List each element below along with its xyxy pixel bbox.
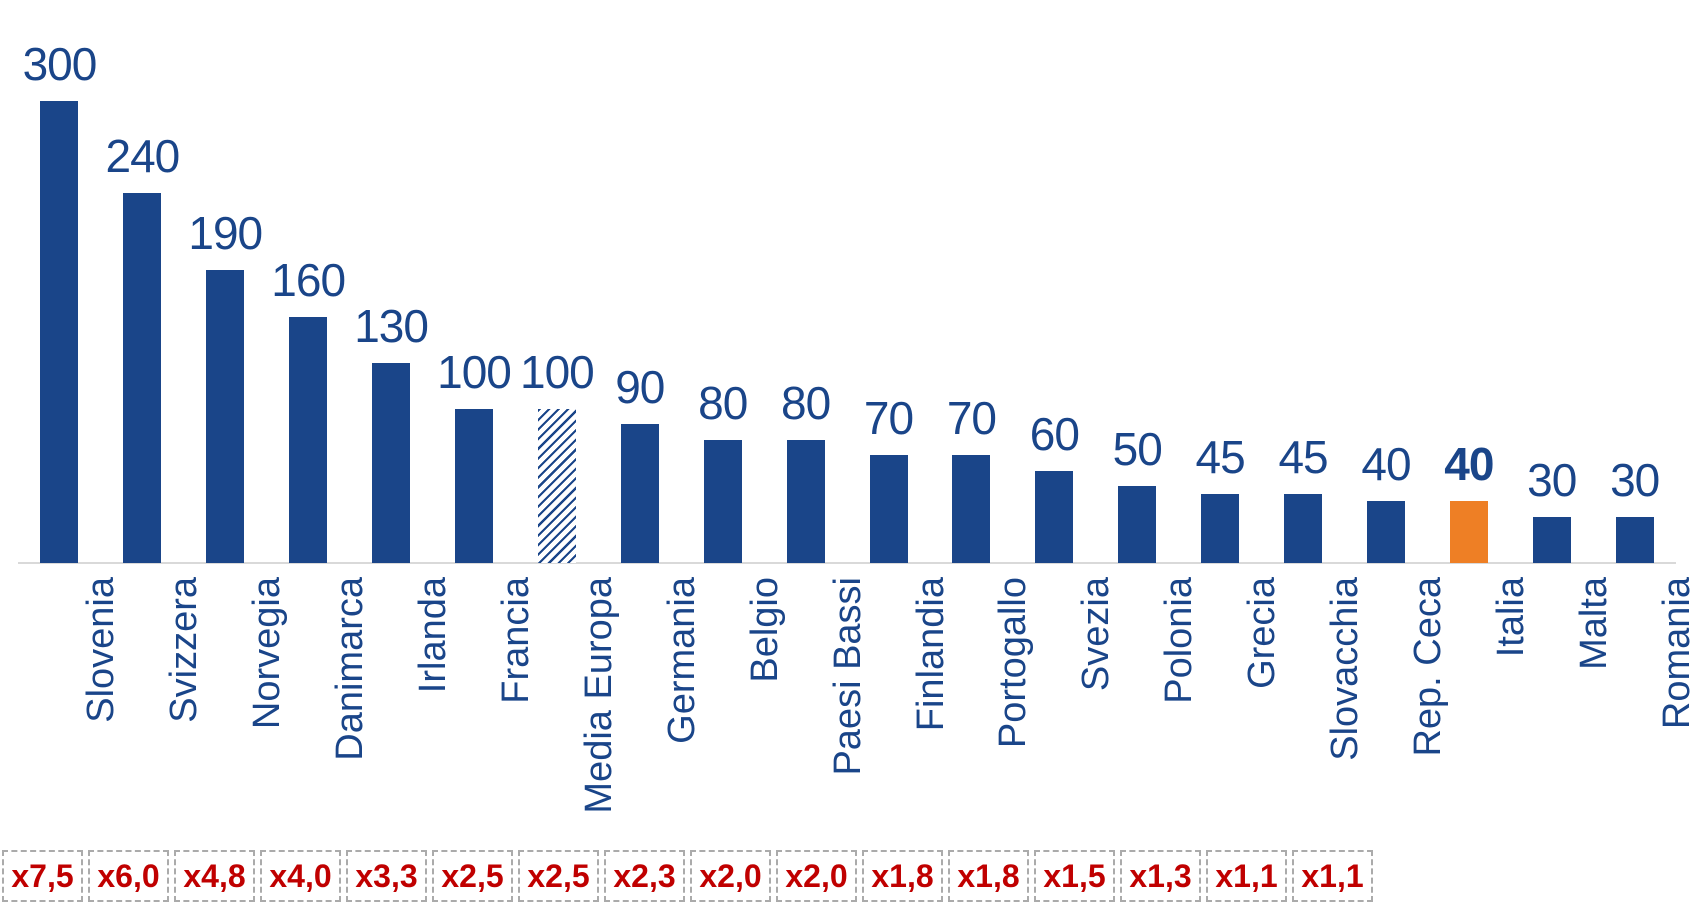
bar-column: 160 Danimarca: [267, 0, 371, 924]
multiplier-badge: x2,0: [690, 850, 771, 902]
bar: [786, 440, 825, 563]
bar-value-label: 45: [1195, 431, 1246, 483]
bar-value-label: 50: [1112, 423, 1163, 475]
bar: [1035, 471, 1074, 563]
bar-highlighted: [1449, 501, 1488, 563]
multiplier-badge: x2,3: [604, 850, 685, 902]
bar: [703, 440, 742, 563]
multiplier-badge: x2,5: [432, 850, 513, 902]
bar: [1284, 494, 1323, 563]
bar: [289, 317, 328, 563]
bar-value-label: 30: [1610, 454, 1660, 506]
multiplier-badge: x4,0: [260, 850, 341, 902]
multiplier-badge: x1,1: [1292, 850, 1373, 902]
bar-value-label: 40: [1361, 438, 1411, 490]
bar: [952, 455, 991, 563]
multiplier-badge: x1,5: [1034, 850, 1115, 902]
bar-value-label: 160: [271, 254, 346, 306]
bar: [1532, 517, 1571, 563]
multiplier-badge: x6,0: [88, 850, 169, 902]
bar-value-label: 240: [105, 130, 180, 182]
bar: [372, 363, 411, 563]
multiplier-badge: x2,0: [776, 850, 857, 902]
bar-value-label: 40: [1444, 438, 1494, 490]
x-axis-line: [18, 562, 1676, 564]
multiplier-badge: x1,8: [862, 850, 943, 902]
bar: [123, 193, 162, 563]
bar-column: 90 Germania: [598, 0, 703, 924]
bar: [869, 455, 908, 563]
bar-column: 80 Belgio: [681, 0, 786, 924]
bar-hatched: [537, 409, 576, 563]
bar-column: 100 Media Europa: [515, 0, 620, 924]
category-label: Romania: [1655, 577, 1690, 730]
bar-column: 45 Grecia: [1179, 0, 1284, 924]
bar-value-label: 45: [1278, 431, 1328, 483]
bar-column: 190 Norvegia: [184, 0, 288, 924]
bar-value-label: 100: [520, 346, 595, 398]
bar-column: 130 Irlanda: [350, 0, 454, 924]
bar-value-label: 190: [188, 207, 263, 259]
multiplier-badge: x3,3: [346, 850, 427, 902]
bar-chart-plot: 300 Slovenia 240 Svizzera 190 Norvegia 160 Dani…: [18, 0, 1690, 924]
bar: [1201, 494, 1240, 563]
bar-value-label: 30: [1527, 454, 1577, 506]
multiplier-badge: x1,3: [1120, 850, 1201, 902]
multiplier-badge: x7,5: [2, 850, 83, 902]
bar: [206, 270, 245, 563]
multiplier-badge: x2,5: [518, 850, 599, 902]
bar: [1118, 486, 1157, 563]
multiplier-badge: x1,8: [948, 850, 1029, 902]
bar-column: 30 Malta: [1510, 0, 1615, 924]
bar-column: 50 Polonia: [1096, 0, 1201, 924]
bar-column: 60 Svezia: [1013, 0, 1118, 924]
bar-value-label: 130: [354, 300, 429, 352]
bar: [1615, 517, 1654, 563]
bar-value-label: 100: [437, 346, 512, 398]
bar-value-label: 60: [1029, 408, 1080, 460]
bar: [620, 424, 659, 563]
bar-value-label: 90: [615, 361, 665, 413]
bar-column: 70 Finlandia: [847, 0, 952, 924]
multiplier-row: x7,5 x6,0 x4,8 x4,0 x3,3 x2,5 x2,5 x2,3 x2,0 x2,0…: [2, 850, 1373, 902]
multiplier-badge: x4,8: [174, 850, 255, 902]
bar-value-label: 70: [946, 392, 997, 444]
bar-value-label: 80: [781, 377, 831, 429]
bar: [1366, 501, 1405, 563]
bar-value-label: 70: [863, 392, 914, 444]
bar-value-label: 300: [22, 38, 98, 90]
bar-column: 40 Rep. Ceca: [1345, 0, 1449, 924]
bar-column: 240 Svizzera: [101, 0, 205, 924]
bar-column: 30 Romania: [1593, 0, 1690, 924]
bar-column: 80 Paesi Bassi: [764, 0, 869, 924]
bar-value-label: 80: [698, 377, 748, 429]
bar-column: 45 Slovacchia: [1262, 0, 1366, 924]
bar: [40, 101, 79, 563]
bar-column: 70 Portogallo: [930, 0, 1035, 924]
bar-column: 40 Italia: [1427, 0, 1532, 924]
multiplier-badge: x1,1: [1206, 850, 1287, 902]
bar-column: 300 Slovenia: [18, 0, 123, 924]
bar-column: 100 Francia: [433, 0, 537, 924]
bar: [454, 409, 493, 563]
